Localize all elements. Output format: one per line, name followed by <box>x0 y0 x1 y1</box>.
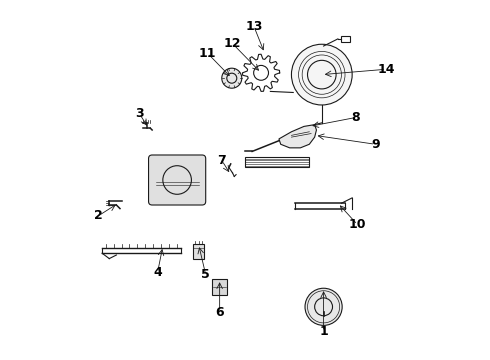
FancyBboxPatch shape <box>212 279 227 295</box>
FancyBboxPatch shape <box>193 244 204 258</box>
Polygon shape <box>279 125 317 148</box>
Text: 3: 3 <box>135 107 144 120</box>
Text: 5: 5 <box>201 268 210 281</box>
Text: 1: 1 <box>319 325 328 338</box>
Text: 10: 10 <box>349 218 366 231</box>
Text: 11: 11 <box>199 47 216 60</box>
FancyBboxPatch shape <box>148 155 206 205</box>
Text: 9: 9 <box>371 138 380 151</box>
Circle shape <box>292 44 352 105</box>
Text: 2: 2 <box>94 209 103 222</box>
Text: 8: 8 <box>351 111 360 124</box>
Text: 14: 14 <box>377 63 395 76</box>
Circle shape <box>305 288 342 325</box>
Text: 6: 6 <box>215 306 224 319</box>
Circle shape <box>222 68 242 88</box>
Text: 13: 13 <box>245 20 263 33</box>
Text: 12: 12 <box>224 37 241 50</box>
Text: 4: 4 <box>153 266 162 279</box>
Text: 7: 7 <box>218 154 226 167</box>
